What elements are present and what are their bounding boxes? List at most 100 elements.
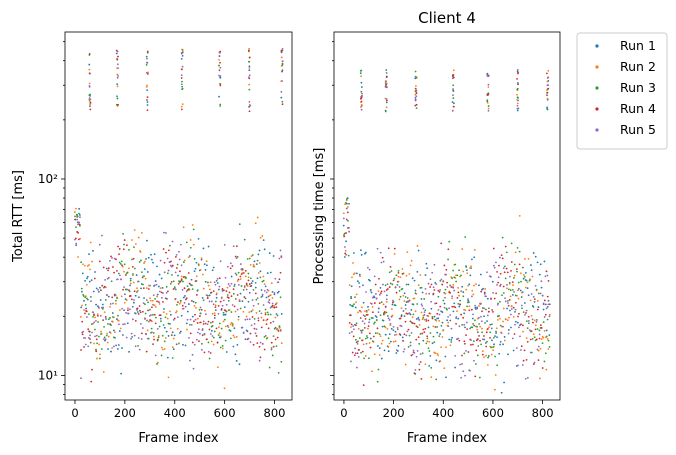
scatter-point bbox=[88, 52, 91, 55]
scatter-point bbox=[269, 306, 272, 309]
scatter-point bbox=[494, 388, 496, 391]
scatter-point bbox=[452, 69, 455, 72]
scatter-point bbox=[448, 307, 450, 310]
scatter-point bbox=[175, 311, 177, 314]
scatter-point bbox=[205, 260, 208, 263]
scatter-point bbox=[115, 52, 118, 55]
scatter-point bbox=[252, 343, 255, 346]
scatter-point bbox=[546, 318, 549, 321]
scatter-point bbox=[117, 314, 119, 317]
scatter-point bbox=[427, 319, 430, 322]
scatter-point bbox=[95, 350, 98, 353]
scatter-point bbox=[479, 273, 482, 276]
scatter-point bbox=[431, 317, 434, 320]
scatter-point bbox=[541, 342, 544, 345]
scatter-point bbox=[529, 338, 532, 341]
scatter-point bbox=[159, 314, 162, 317]
scatter-point bbox=[403, 292, 406, 295]
scatter-point bbox=[452, 310, 455, 313]
scatter-point bbox=[259, 270, 262, 273]
scatter-point bbox=[230, 295, 233, 298]
scatter-point bbox=[425, 318, 428, 321]
scatter-point bbox=[237, 318, 240, 321]
scatter-point bbox=[529, 299, 532, 302]
scatter-point bbox=[194, 267, 197, 270]
scatter-point bbox=[223, 243, 226, 246]
scatter-point bbox=[196, 294, 198, 296]
scatter-point bbox=[170, 281, 173, 283]
scatter-point bbox=[255, 328, 258, 331]
scatter-point bbox=[385, 294, 388, 297]
scatter-point bbox=[179, 299, 182, 302]
scatter-point bbox=[450, 339, 453, 341]
scatter-point bbox=[262, 239, 265, 242]
scatter-point bbox=[434, 281, 437, 284]
scatter-point bbox=[249, 332, 252, 335]
scatter-point bbox=[203, 351, 206, 354]
scatter-point bbox=[112, 302, 114, 305]
scatter-point bbox=[182, 280, 184, 283]
scatter-point bbox=[279, 330, 282, 333]
scatter-point bbox=[277, 290, 280, 293]
scatter-point bbox=[181, 80, 183, 83]
scatter-point bbox=[435, 283, 438, 285]
scatter-point bbox=[204, 322, 207, 325]
scatter-point bbox=[121, 347, 123, 350]
scatter-point bbox=[281, 48, 284, 50]
scatter-point bbox=[471, 317, 474, 320]
scatter-point bbox=[134, 319, 137, 322]
scatter-point bbox=[175, 343, 178, 346]
scatter-point bbox=[492, 336, 495, 339]
scatter-point bbox=[368, 318, 371, 321]
scatter-point bbox=[142, 287, 145, 290]
scatter-point bbox=[366, 335, 368, 337]
scatter-point bbox=[98, 335, 100, 338]
scatter-point bbox=[380, 290, 383, 293]
scatter-point bbox=[405, 312, 408, 315]
scatter-point bbox=[451, 101, 454, 104]
scatter-point bbox=[528, 279, 531, 282]
scatter-point bbox=[420, 298, 423, 300]
scatter-point bbox=[141, 231, 143, 234]
scatter-point bbox=[486, 99, 489, 102]
scatter-point bbox=[127, 309, 129, 312]
scatter-point bbox=[414, 289, 417, 292]
scatter-point bbox=[506, 271, 509, 274]
scatter-point bbox=[415, 85, 417, 87]
scatter-point bbox=[535, 338, 538, 341]
scatter-point bbox=[147, 256, 150, 259]
scatter-point bbox=[80, 315, 82, 318]
scatter-point bbox=[385, 99, 388, 102]
scatter-point bbox=[82, 330, 85, 333]
scatter-point bbox=[404, 296, 407, 298]
scatter-point bbox=[481, 353, 484, 356]
scatter-point bbox=[220, 307, 223, 310]
scatter-point bbox=[231, 324, 234, 327]
scatter-point bbox=[467, 284, 470, 287]
scatter-point bbox=[431, 342, 434, 345]
scatter-point bbox=[202, 287, 205, 290]
scatter-point bbox=[137, 345, 139, 347]
scatter-point bbox=[492, 346, 494, 349]
scatter-point bbox=[126, 322, 129, 325]
scatter-point bbox=[153, 253, 156, 256]
scatter-point bbox=[385, 106, 388, 109]
scatter-point bbox=[209, 352, 212, 354]
scatter-point bbox=[451, 295, 454, 298]
scatter-point bbox=[514, 310, 516, 313]
scatter-point bbox=[473, 324, 476, 327]
scatter-point bbox=[227, 283, 230, 285]
scatter-point bbox=[385, 75, 388, 78]
scatter-point bbox=[232, 288, 235, 291]
scatter-point bbox=[107, 348, 109, 350]
scatter-point bbox=[500, 254, 503, 257]
scatter-point bbox=[443, 264, 446, 267]
scatter-point bbox=[181, 55, 184, 57]
scatter-point bbox=[445, 268, 448, 271]
scatter-point bbox=[472, 313, 474, 316]
scatter-point bbox=[452, 286, 455, 289]
scatter-point bbox=[96, 314, 99, 317]
scatter-point bbox=[184, 344, 187, 347]
scatter-point bbox=[239, 307, 242, 310]
scatter-point bbox=[266, 288, 269, 291]
